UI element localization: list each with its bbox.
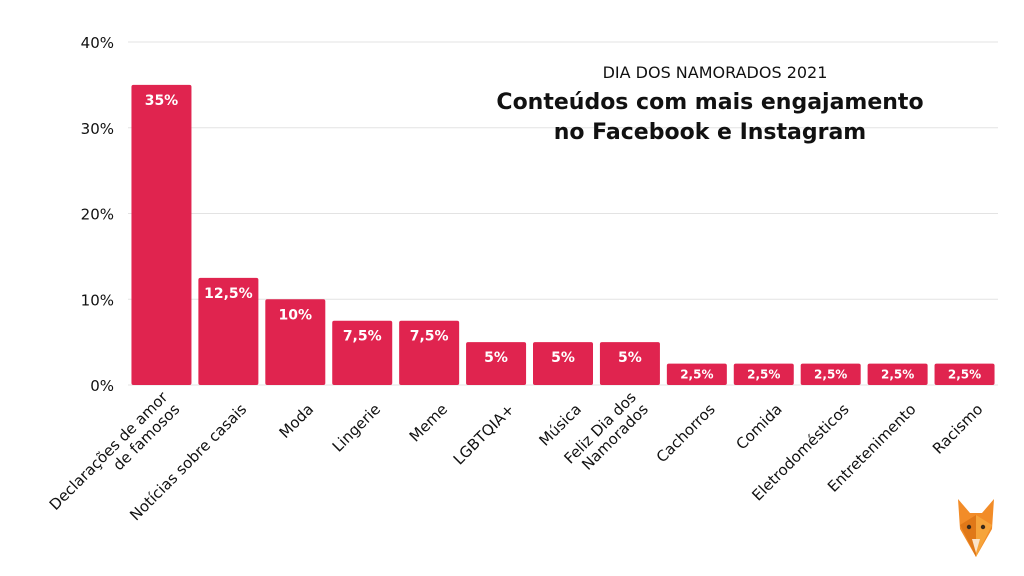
data-label: 7,5% [343,329,382,345]
x-tick-label: Feliz Dia dosNamorados [560,388,651,479]
chart-title-line-2: no Facebook e Instagram [553,120,867,145]
bar [666,363,727,385]
chart-subtitle: DIA DOS NAMORADOS 2021 [602,63,828,82]
chart-title-line-1: Conteúdos com mais engajamento [496,90,924,115]
data-label: 2,5% [881,368,914,382]
bar [399,320,460,385]
x-tick-label-line: Racismo [929,400,986,457]
data-label: 12,5% [204,286,253,302]
data-label: 5% [618,350,642,366]
data-label: 35% [145,93,179,109]
bar [198,277,259,385]
data-label: 2,5% [948,368,981,382]
bar [533,342,593,385]
x-tick-label-line: LGBTQIA+ [450,400,518,468]
x-tick-label-line: Lingerie [329,400,384,455]
bar [265,299,326,385]
chart-title: Conteúdos com mais engajamento no Facebo… [440,88,980,148]
x-tick-label-line: Comida [733,400,786,453]
data-label: 2,5% [680,368,713,382]
x-tick-label: Declarações de amorde famosos [46,388,184,526]
x-tick-label-line: Meme [406,400,451,445]
bar [332,320,393,385]
bar [466,342,527,385]
bar [934,363,995,385]
bar [599,342,660,385]
y-tick-label: 10% [81,291,114,309]
bar [867,363,928,385]
data-label: 2,5% [814,368,847,382]
x-tick-label: LGBTQIA+ [450,400,518,468]
data-label: 5% [551,350,575,366]
x-tick-label: Comida [733,400,786,453]
x-tick-label: Cachorros [653,400,719,466]
x-tick-label: Meme [406,400,451,445]
data-label: 2,5% [747,368,780,382]
data-label: 7,5% [410,329,449,345]
y-tick-label: 40% [81,34,114,52]
data-label: 5% [484,350,508,366]
x-tick-label-line: Moda [276,400,318,442]
x-tick-label: Moda [276,400,318,442]
x-tick-label: Lingerie [329,400,384,455]
bar [800,363,861,385]
y-tick-label: 0% [90,377,114,395]
bar [733,363,794,385]
bar [131,84,192,385]
fox-logo-icon [958,499,994,557]
y-tick-label: 20% [81,206,114,224]
data-label: 10% [279,307,313,323]
x-tick-label-line: Cachorros [653,400,719,466]
x-tick-label: Racismo [929,400,986,457]
y-tick-label: 30% [81,120,114,138]
